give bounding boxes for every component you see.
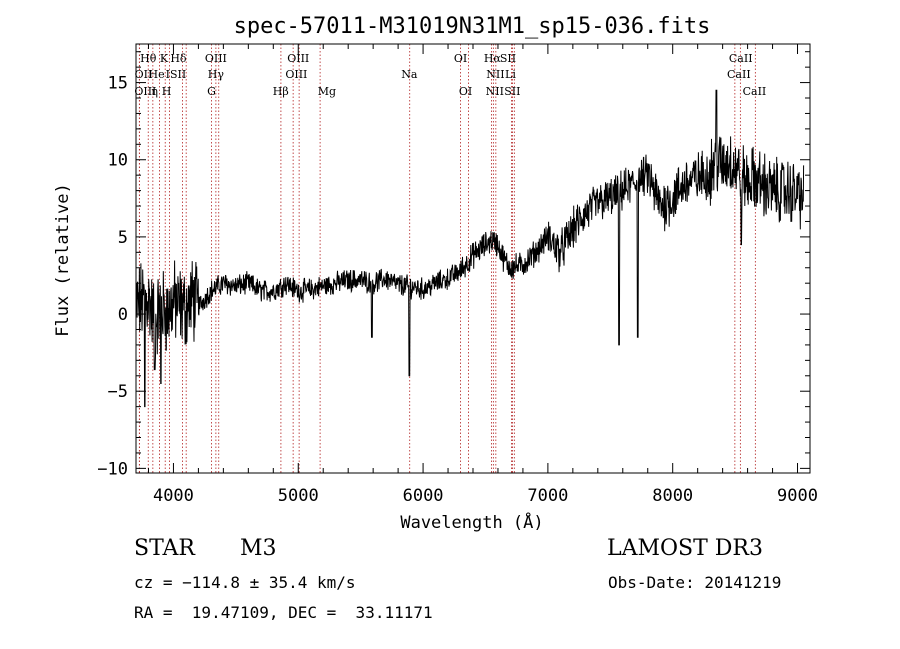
x-axis-label: Wavelength (Å) bbox=[400, 511, 543, 533]
x-tick-label-1: 5000 bbox=[278, 486, 319, 506]
x-tick-label-5: 9000 bbox=[777, 486, 818, 506]
x-tick-label-4: 8000 bbox=[652, 486, 693, 506]
axes: 4000 5000 6000 7000 8000 9000 −10 −5 0 5 10 15 bbox=[97, 44, 818, 506]
line-label-5: OI bbox=[454, 52, 467, 65]
line-label-20: H bbox=[162, 85, 172, 98]
y-axis-label: Flux (relative) bbox=[53, 183, 73, 337]
line-label-25: NII bbox=[486, 85, 504, 98]
y-tick-label-3: 5 bbox=[118, 228, 128, 248]
emission-line-markers bbox=[138, 44, 756, 473]
line-label-18: OIII bbox=[134, 85, 156, 98]
line-label-16: Li bbox=[505, 68, 516, 81]
x-tick-label-2: 6000 bbox=[403, 486, 444, 506]
y-tick-label-2: 0 bbox=[118, 305, 128, 325]
object-class: STAR bbox=[134, 536, 195, 561]
y-tick-label-0: −10 bbox=[97, 459, 128, 479]
line-label-13: OIII bbox=[285, 68, 307, 81]
observation-date: Obs-Date: 20141219 bbox=[608, 573, 782, 592]
line-label-2: Hδ bbox=[170, 52, 187, 65]
y-tick-label-4: 10 bbox=[108, 151, 128, 171]
line-label-1: K bbox=[160, 52, 169, 65]
line-label-23: Mg bbox=[318, 85, 336, 98]
line-label-21: G bbox=[207, 85, 216, 98]
line-label-6: Hα bbox=[484, 52, 502, 65]
line-label-17: CaII bbox=[727, 68, 751, 81]
ra-dec: RA = 19.47109, DEC = 33.11171 bbox=[134, 603, 433, 622]
x-tick-label-3: 7000 bbox=[527, 486, 568, 506]
x-tick-label-0: 4000 bbox=[153, 486, 194, 506]
line-label-26: SII bbox=[504, 85, 520, 98]
line-label-7: SII bbox=[500, 52, 516, 65]
line-label-12: Hγ bbox=[208, 68, 225, 81]
y-tick-label-5: 15 bbox=[108, 74, 128, 94]
line-label-15: NII bbox=[486, 68, 504, 81]
line-label-10: He bbox=[149, 68, 165, 81]
object-subclass: M3 bbox=[240, 536, 277, 561]
line-label-19: η bbox=[151, 85, 158, 98]
line-label-9: OII bbox=[135, 68, 153, 81]
line-label-22: Hβ bbox=[273, 85, 289, 98]
line-label-0: Hθ bbox=[140, 52, 157, 65]
line-label-4: OIII bbox=[287, 52, 309, 65]
chart-title: spec-57011-M31019N31M1_sp15-036.fits bbox=[234, 14, 711, 39]
survey-name: LAMOST DR3 bbox=[607, 536, 763, 561]
y-tick-label-1: −5 bbox=[108, 382, 128, 402]
line-label-8: CaII bbox=[729, 52, 753, 65]
line-label-24: OI bbox=[459, 85, 472, 98]
line-label-11: ISII bbox=[166, 68, 187, 81]
plot-frame bbox=[135, 43, 811, 474]
redshift-cz: cz = −114.8 ± 35.4 km/s bbox=[134, 573, 356, 592]
line-label-3: OIII bbox=[205, 52, 227, 65]
flux-trace bbox=[135, 89, 805, 408]
line-label-14: Na bbox=[401, 68, 418, 81]
line-label-27: CaII bbox=[743, 85, 767, 98]
